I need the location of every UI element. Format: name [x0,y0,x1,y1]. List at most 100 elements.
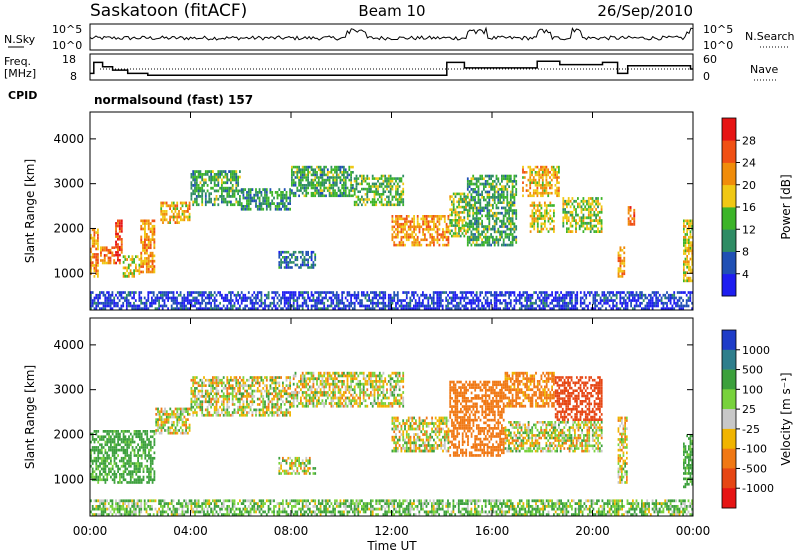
x-tick-label: 16:00 [475,524,510,538]
colorbar-segment [722,140,736,163]
nsearch-tick-top: 10^5 [703,23,733,36]
freq-tick-bottom: 8 [70,70,77,83]
y-tick-label: 2000 [53,427,84,441]
colorbar-segment [722,184,736,208]
colorbar-segment [722,428,736,449]
x-axis-ticks: 00:00 04:00 08:00 12:00 16:00 20:00 00:00 [73,524,711,538]
data-region [449,192,467,238]
data-region [683,219,693,283]
data-region [353,174,405,207]
data-region [90,430,156,484]
velocity-colorbar: 1000 500 100 25 -25 -100 -500 -1000 Velocity [m … [721,329,793,509]
nsky-strip-frame [89,23,694,51]
data-region [391,215,450,247]
nave-label: Nave [750,63,778,76]
y-tick-label: 3000 [53,383,84,397]
colorbar-segment [722,251,736,275]
colorbar-tick-label: 1000 [742,344,770,357]
colorbar-label: Power [dB] [779,174,793,239]
data-region [90,228,99,278]
colorbar-tick-label: 28 [742,134,756,147]
colorbar-segment [722,389,736,410]
x-tick-label: 04:00 [173,524,208,538]
colorbar-tick-label: 12 [742,223,756,236]
data-region [291,371,405,408]
nsearch-label: N.Search [745,30,795,43]
x-axis-label: Time UT [366,539,417,553]
station-title: Saskatoon (fitACF) [90,1,247,21]
nsearch-tick-bottom: 10^0 [703,39,733,52]
data-region [90,499,693,516]
data-region [278,250,317,269]
colorbar-tick-label: -1000 [742,482,774,495]
colorbar-segment [722,369,736,390]
power-colorbar: 4 8 12 16 20 24 28 Power [dB] [721,117,793,297]
colorbar-tick-label: 500 [742,364,763,377]
y-tick-label: 4000 [53,338,84,352]
nave-tick-bottom: 0 [703,70,710,83]
freq-tick-top: 18 [62,53,76,66]
data-region [240,188,291,211]
data-region [562,197,603,233]
x-tick-label: 08:00 [274,524,309,538]
data-region [522,165,560,198]
colorbar-segment [722,273,736,297]
freq-label: Freq. [4,55,31,68]
data-region [504,371,555,408]
colorbar-segment [722,330,736,351]
cpid-value: normalsound (fast) 157 [94,93,253,107]
colorbar-label: Velocity [m s⁻¹] [779,372,793,465]
nsky-label: N.Sky [4,33,36,46]
nsky-tick-bottom: 10^0 [52,39,82,52]
data-region [155,407,191,435]
data-region [140,219,156,274]
colorbar-tick-label: 4 [742,268,749,281]
freq-strip-frame [89,53,694,81]
data-region [90,291,693,310]
date-title: 26/Sep/2010 [597,2,693,20]
colorbar-segment [722,162,736,186]
colorbar-tick-label: 24 [742,157,756,170]
colorbar-segment [722,207,736,230]
colorbar-tick-label: 25 [742,403,756,416]
data-region [554,376,603,421]
nave-tick-top: 60 [703,53,717,66]
data-region [100,246,116,265]
panel-frame [89,111,694,311]
nsky-tick-top: 10^5 [52,23,82,36]
cpid-label: CPID [8,89,37,102]
y-tick-label: 1000 [53,472,84,486]
data-region [683,434,693,489]
colorbar-segment [722,448,736,469]
colorbar-tick-label: -100 [742,443,767,456]
data-region [160,201,191,224]
colorbar-segment [722,409,736,430]
data-region [617,416,628,484]
data-region [291,165,354,198]
colorbar-tick-label: 100 [742,383,763,396]
data-region [529,201,555,233]
colorbar-tick-label: 20 [742,179,756,192]
y-tick-label: 1000 [53,266,84,280]
velocity-panel: 1000 2000 3000 4000 Slant Range [km] [23,317,694,517]
x-tick-label: 00:00 [676,524,711,538]
data-region [115,219,123,265]
data-region [627,206,636,226]
freq-trace [90,60,693,76]
colorbar-segment [722,468,736,489]
beam-title: Beam 10 [358,2,425,20]
colorbar-tick-label: 8 [742,246,749,259]
colorbar-segment [722,349,736,370]
data-region [122,255,141,278]
colorbar-frame [721,329,737,509]
data-region [466,174,518,247]
data-region [190,376,291,417]
data-region [504,421,603,453]
y-tick-label: 4000 [53,132,84,146]
colorbar-tick-label: -25 [742,423,760,436]
data-region [391,416,450,453]
power-panel: 1000 2000 3000 4000 Slant Range [km] [23,111,694,311]
data-region [278,456,317,475]
data-region [449,380,505,457]
